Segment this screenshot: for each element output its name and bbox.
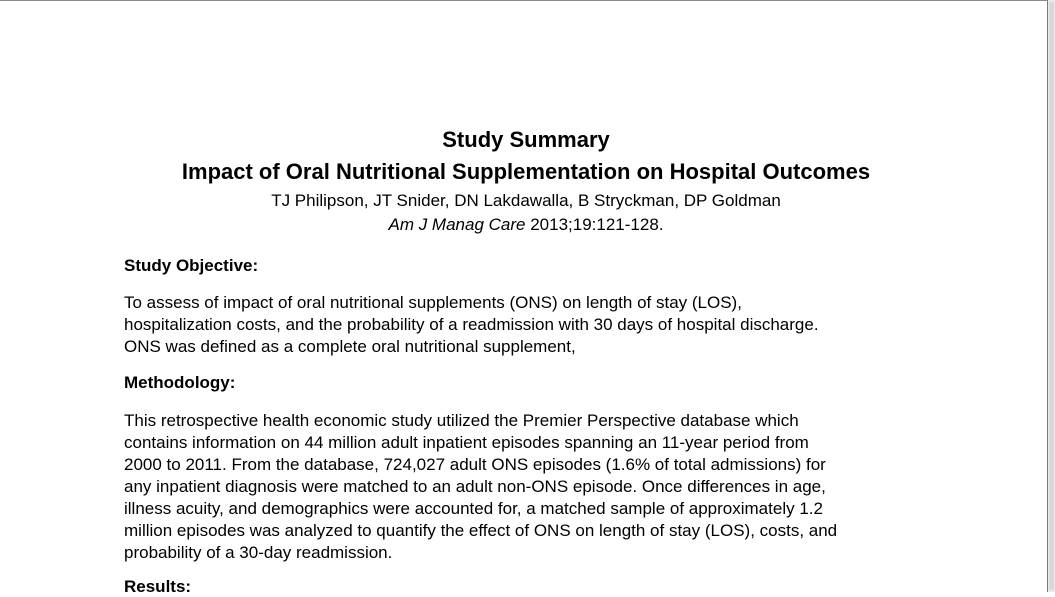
results-heading: Results:: [124, 577, 192, 596]
top-border: [0, 0, 1047, 1]
page-title: Study Summary: [442, 127, 610, 152]
citation-line: Am J Manag Care 2013;19:121-128.: [0, 215, 1052, 235]
objective-paragraph: To assess of impact of oral nutritional …: [124, 293, 819, 356]
journal-name: Am J Manag Care: [388, 215, 526, 234]
authors-line: TJ Philipson, JT Snider, DN Lakdawalla, …: [271, 191, 781, 210]
methodology-heading: Methodology:: [124, 373, 236, 392]
scrollbar-edge: [1047, 0, 1048, 592]
methodology-paragraph: This retrospective health economic study…: [124, 411, 838, 562]
document-subtitle: Impact of Oral Nutritional Supplementati…: [181, 159, 871, 184]
scrollbar-thumb[interactable]: [1049, 2, 1054, 590]
citation-details: 2013;19:121-128.: [525, 215, 664, 234]
objective-heading: Study Objective:: [124, 256, 259, 275]
